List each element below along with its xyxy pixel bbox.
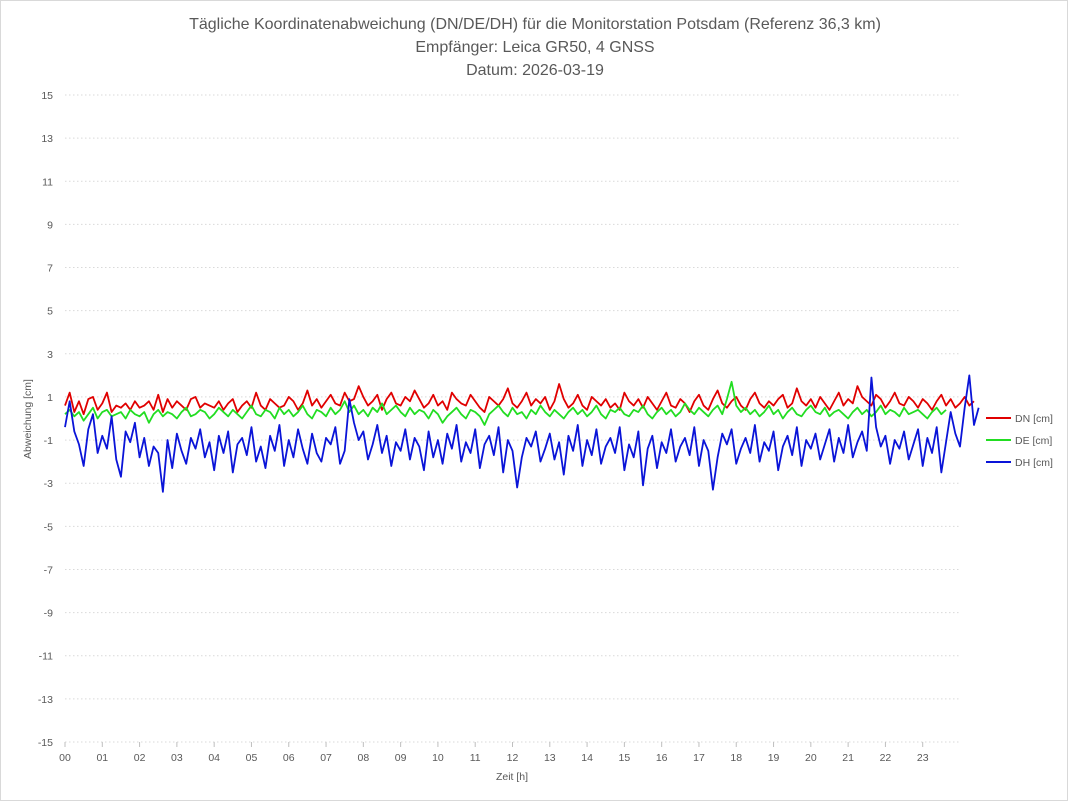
- x-tick-label: 00: [59, 752, 71, 764]
- series-line-de: [64, 380, 947, 426]
- x-tick-label: 01: [96, 752, 108, 764]
- x-tick-label: 09: [395, 752, 407, 764]
- chart-title: Tägliche Koordinatenabweichung (DN/DE/DH…: [189, 16, 881, 79]
- y-tick-labels: 15 13 11 9 7 5 3 1 -1 -3 -5 -7 -9 -11 -13 -15: [38, 90, 53, 749]
- y-tick-label: 11: [42, 176, 53, 188]
- x-tick-label: 23: [917, 752, 929, 764]
- legend: DN [cm] DE [cm] DH [cm]: [986, 413, 1053, 469]
- y-tick-label: 3: [47, 349, 53, 361]
- x-tick-label: 12: [507, 752, 519, 764]
- x-tick-label: 06: [283, 752, 295, 764]
- legend-label-dh: DH [cm]: [1015, 457, 1053, 469]
- x-tick-label: 19: [768, 752, 780, 764]
- legend-label-de: DE [cm]: [1015, 435, 1052, 447]
- x-tick-label: 14: [581, 752, 593, 764]
- x-axis-title: Zeit [h]: [496, 771, 528, 783]
- x-tick-label: 22: [880, 752, 892, 764]
- x-tick-label: 08: [357, 752, 369, 764]
- y-tick-label: -9: [44, 608, 53, 620]
- y-tick-label: 1: [47, 392, 53, 404]
- x-tick-label: 13: [544, 752, 556, 764]
- y-tick-label: 9: [47, 219, 53, 231]
- chart-title-line-2: Empfänger: Leica GR50, 4 GNSS: [415, 39, 654, 56]
- series-line-dh: [64, 374, 980, 493]
- x-tick-labels: 00 01 02 03 04 05 06 07 08 09 10 11 12 13 14 15 16 17 18 19…: [59, 742, 929, 764]
- y-tick-label: -13: [38, 694, 53, 706]
- y-tick-label: -1: [44, 435, 53, 447]
- series-line-dn: [64, 383, 975, 416]
- x-tick-label: 11: [470, 752, 481, 764]
- y-axis-title: Abweichung [cm]: [22, 379, 34, 459]
- chart-title-line-1: Tägliche Koordinatenabweichung (DN/DE/DH…: [189, 16, 881, 33]
- x-tick-label: 10: [432, 752, 444, 764]
- x-tick-label: 18: [730, 752, 742, 764]
- legend-label-dn: DN [cm]: [1015, 413, 1053, 425]
- x-tick-label: 15: [619, 752, 631, 764]
- series-lines: [64, 374, 980, 493]
- x-tick-label: 21: [842, 752, 854, 764]
- x-tick-label: 02: [134, 752, 146, 764]
- y-tick-label: -7: [44, 564, 53, 576]
- y-tick-label: 7: [47, 263, 53, 275]
- y-tick-label: 5: [47, 306, 53, 318]
- y-tick-label: -5: [44, 521, 53, 533]
- x-tick-label: 20: [805, 752, 817, 764]
- y-tick-label: -3: [44, 478, 53, 490]
- chart-title-line-3: Datum: 2026-03-19: [466, 62, 604, 79]
- x-tick-label: 17: [693, 752, 705, 764]
- x-tick-label: 07: [320, 752, 332, 764]
- y-tick-label: 15: [41, 90, 53, 102]
- y-tick-label: -15: [38, 737, 53, 749]
- x-tick-label: 03: [171, 752, 183, 764]
- x-tick-label: 04: [208, 752, 220, 764]
- y-tick-label: 13: [41, 133, 53, 145]
- x-tick-label: 16: [656, 752, 668, 764]
- x-tick-label: 05: [246, 752, 258, 764]
- y-tick-label: -11: [39, 651, 54, 663]
- grid-lines: [65, 94, 960, 743]
